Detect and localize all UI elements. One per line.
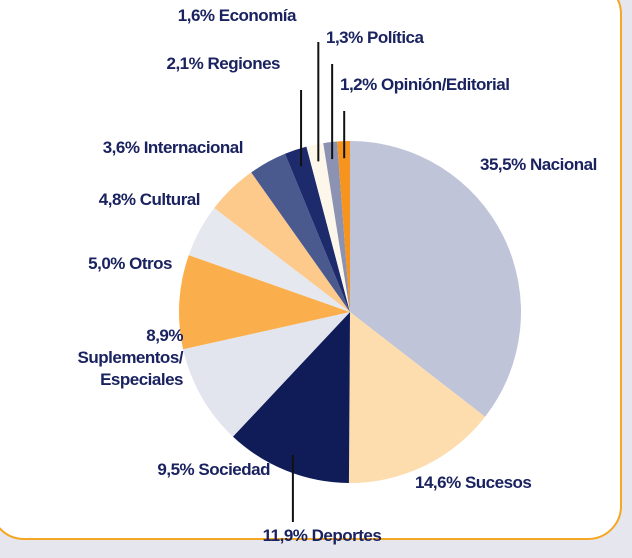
category-label: Sociedad <box>198 460 270 479</box>
slice-label: 4,8% Cultural <box>98 189 201 211</box>
value-label: 9,5% <box>157 460 195 479</box>
value-label: 5,0% <box>88 254 125 273</box>
pie-slice <box>188 208 350 312</box>
pie-slice <box>183 312 350 437</box>
slice-label: 1,6% Economía <box>177 5 297 27</box>
category-label: Nacional <box>529 155 597 174</box>
slice-label: 3,6% Internacional <box>102 137 244 159</box>
category-label: Política <box>366 28 424 47</box>
slice-label: 9,5% Sociedad <box>157 459 270 481</box>
pie-slice <box>214 172 350 312</box>
pie-slice <box>285 146 350 312</box>
slice-label: 8,9% Suplementos/ Especiales <box>63 325 184 391</box>
slice-label: 14,6% Sucesos <box>415 472 532 494</box>
slice-label: 35,5% Nacional <box>480 154 597 176</box>
category-label: Deportes <box>311 526 382 545</box>
category-label: Opinión/Editorial <box>380 75 510 94</box>
pie-slice <box>232 312 350 483</box>
pie-slice <box>348 312 486 483</box>
slice-label: 2,1% Regiones <box>166 53 280 75</box>
pie-slice <box>323 141 350 312</box>
pie-slice <box>350 141 521 417</box>
pie-slice <box>251 153 350 312</box>
value-label: 14,6% <box>415 473 461 492</box>
value-label: 11,9% <box>262 526 308 545</box>
slice-label: 1,2% Opinión/Editorial <box>340 74 510 96</box>
value-label: 1,2% <box>340 75 377 94</box>
value-label: 1,6% <box>177 6 215 25</box>
value-label: 2,1% <box>166 54 204 73</box>
value-label: 4,8% <box>98 190 136 209</box>
pie-slice <box>306 143 350 312</box>
category-label: Economía <box>218 6 297 25</box>
category-label: Regiones <box>207 54 280 73</box>
value-label: 8,9% <box>146 326 183 345</box>
slice-label: 1,3% Política <box>326 27 424 49</box>
category-label: Sucesos <box>464 473 532 492</box>
pie-slice <box>179 255 350 350</box>
category-label: Otros <box>129 254 172 273</box>
category-label: Internacional <box>143 138 244 157</box>
slice-label: 11,9% Deportes <box>263 525 382 547</box>
pie-slice <box>337 141 350 312</box>
value-label: 3,6% <box>102 138 140 157</box>
category-label: Suplementos/ Especiales <box>77 348 184 389</box>
value-label: 1,3% <box>326 28 363 47</box>
category-label: Cultural <box>139 190 201 209</box>
value-label: 35,5% <box>480 155 526 174</box>
slice-label: 5,0% Otros <box>88 253 172 275</box>
